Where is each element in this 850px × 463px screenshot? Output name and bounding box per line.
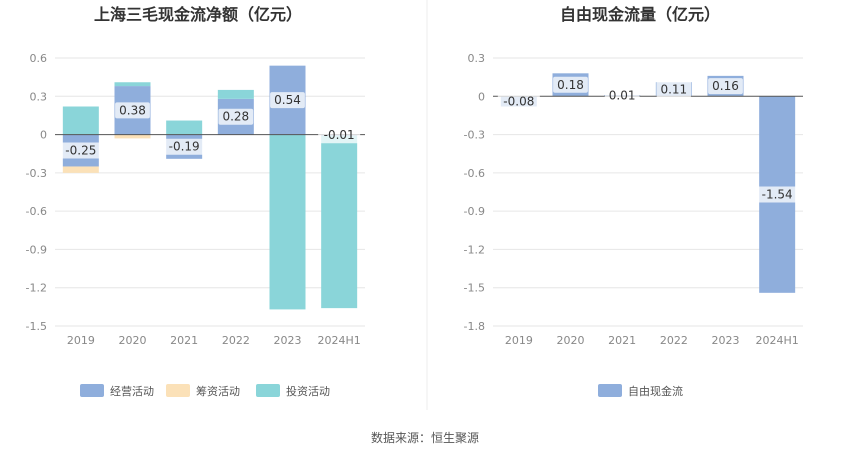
data-label-bg — [59, 142, 102, 159]
x-tick-label: 2019 — [505, 334, 533, 347]
data-label-bg — [497, 93, 540, 110]
data-label: 0.11 — [660, 82, 687, 96]
legend-label: 投资活动 — [286, 384, 330, 398]
data-label-bg — [163, 138, 206, 155]
legend-swatch-financing — [166, 384, 190, 397]
x-tick-label: 2023 — [712, 334, 740, 347]
chart-title: 自由现金流量（亿元） — [560, 5, 720, 24]
y-tick-label: 0 — [40, 129, 47, 142]
y-tick-label: -0.3 — [26, 167, 47, 180]
data-label-bg — [708, 78, 743, 95]
y-tick-label: 0.3 — [30, 90, 48, 103]
x-tick-label: 2022 — [222, 334, 250, 347]
y-tick-label: -1.5 — [26, 320, 47, 333]
x-tick-label: 2024H1 — [318, 334, 361, 347]
y-tick-label: 0.6 — [30, 52, 48, 65]
y-tick-label: -0.6 — [26, 205, 47, 218]
data-label: 0.01 — [609, 89, 636, 103]
y-tick-label: -1.2 — [464, 243, 485, 256]
x-tick-label: 2023 — [274, 334, 302, 347]
x-tick-label: 2020 — [119, 334, 147, 347]
source-note: 数据来源：恒生聚源 — [370, 431, 479, 445]
bar-financing — [114, 134, 151, 139]
legend-swatch-free_cash_flow — [598, 384, 622, 397]
y-tick-label: 0.3 — [468, 52, 486, 65]
data-label: 0.54 — [274, 93, 301, 107]
legend-swatch-investing — [256, 384, 280, 397]
x-tick-label: 2022 — [660, 334, 688, 347]
data-label: -1.54 — [762, 188, 793, 202]
data-label-bg — [604, 87, 640, 104]
data-label-bg — [553, 76, 588, 93]
data-label-bg — [656, 81, 692, 98]
y-tick-label: -0.6 — [464, 167, 485, 180]
bar-financing — [62, 166, 99, 173]
bar-investing — [269, 134, 306, 310]
data-label: 0.28 — [222, 110, 249, 124]
bar-investing — [62, 106, 99, 135]
data-label: 0.38 — [119, 103, 146, 117]
data-label: 0.16 — [712, 79, 739, 93]
data-label-bg — [218, 108, 254, 125]
x-tick-label: 2021 — [608, 334, 636, 347]
bar-investing — [217, 89, 254, 99]
data-label-bg — [318, 127, 361, 144]
data-label-bg — [756, 186, 799, 203]
y-tick-label: -1.2 — [26, 282, 47, 295]
data-label: -0.19 — [169, 140, 200, 154]
x-tick-label: 2019 — [67, 334, 95, 347]
legend-swatch-operating — [80, 384, 104, 397]
chart-title: 上海三毛现金流净额（亿元） — [94, 5, 302, 24]
x-tick-label: 2021 — [170, 334, 198, 347]
legend-label: 筹资活动 — [196, 384, 240, 398]
data-label: 0.18 — [557, 78, 584, 92]
y-tick-label: -1.5 — [464, 282, 485, 295]
bar-investing — [166, 120, 203, 135]
legend-label: 自由现金流 — [628, 384, 683, 398]
bar-investing — [114, 82, 151, 87]
bar-investing — [321, 135, 358, 309]
y-tick-label: -0.3 — [464, 129, 485, 142]
y-tick-label: 0 — [478, 90, 485, 103]
y-tick-label: -0.9 — [464, 205, 485, 218]
data-label-bg — [270, 92, 305, 109]
chart-2: 自由现金流量（亿元） 0.3 0 -0.3 -0.6 -0.9 -1.2 -1.5 -1.8 20… — [464, 5, 803, 398]
x-tick-label: 2020 — [557, 334, 585, 347]
y-tick-label: -1.8 — [464, 320, 485, 333]
data-label: -0.01 — [324, 128, 355, 142]
legend-label: 经营活动 — [110, 384, 154, 398]
chart-1: 上海三毛现金流净额（亿元） 0.6 0.3 0 -0.3 -0.6 -0.9 -1.2 -1.5… — [26, 5, 365, 398]
data-label: -0.25 — [65, 144, 96, 158]
data-label: -0.08 — [503, 94, 534, 108]
data-label-bg — [115, 102, 150, 119]
x-tick-label: 2024H1 — [756, 334, 799, 347]
y-tick-label: -0.9 — [26, 243, 47, 256]
